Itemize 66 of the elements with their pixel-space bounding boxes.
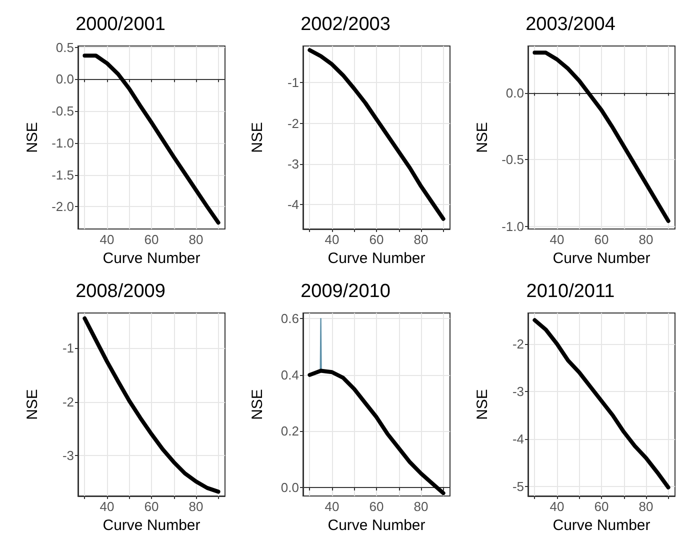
y-tick-label: 0.6 xyxy=(280,311,299,326)
x-tick-label: 80 xyxy=(414,232,428,247)
x-tick-label: 60 xyxy=(144,232,159,247)
y-tick-label: 0.0 xyxy=(280,480,299,496)
y-tick-label: -1 xyxy=(287,75,299,90)
x-tick-label: 80 xyxy=(638,499,654,514)
x-axis-title: Curve Number xyxy=(552,250,650,267)
chart-title: 2010/2011 xyxy=(526,281,615,302)
x-tick-label: 40 xyxy=(100,232,114,247)
y-axis-title: NSE xyxy=(249,389,266,420)
y-tick-label: 0.4 xyxy=(280,367,299,382)
y-tick-label: -3 xyxy=(287,156,299,172)
x-tick-label: 60 xyxy=(594,232,609,247)
chart-title: 2009/2010 xyxy=(300,281,390,302)
x-tick-label: 40 xyxy=(324,499,340,514)
y-tick-label: -4 xyxy=(512,431,524,446)
chart-title: 2000/2001 xyxy=(76,14,166,35)
x-axis-title: Curve Number xyxy=(328,250,426,267)
y-tick-label: -4 xyxy=(287,197,299,212)
line-series xyxy=(82,54,220,225)
line-series xyxy=(82,316,220,494)
y-tick-label: -2.0 xyxy=(52,199,74,214)
y-tick-label: -1.5 xyxy=(52,167,74,182)
y-tick-label: -0.5 xyxy=(52,104,74,119)
y-axis-title: NSE xyxy=(474,122,491,153)
y-axis-title: NSE xyxy=(474,389,491,420)
x-tick-label: 60 xyxy=(369,499,384,514)
y-tick-label: -1.0 xyxy=(502,218,524,234)
y-tick-label: -5 xyxy=(512,478,524,494)
x-tick-label: 80 xyxy=(638,232,654,247)
x-tick-label: 40 xyxy=(324,232,340,247)
x-axis-title: Curve Number xyxy=(552,516,650,534)
y-tick-label: -0.5 xyxy=(502,152,524,168)
chart-title: 2003/2004 xyxy=(526,14,616,35)
x-tick-label: 80 xyxy=(188,232,204,247)
chart-title: 2002/2003 xyxy=(300,14,390,35)
y-tick-label: -3 xyxy=(512,384,524,399)
y-tick-label: 0.2 xyxy=(280,424,299,439)
y-tick-label: -2 xyxy=(512,336,524,352)
x-axis-title: Curve Number xyxy=(102,516,200,534)
y-axis-title: NSE xyxy=(24,122,41,153)
line-series xyxy=(532,50,670,223)
x-tick-label: 60 xyxy=(594,499,609,514)
x-tick-label: 40 xyxy=(100,499,114,514)
y-tick-label: 0.0 xyxy=(56,72,74,87)
chart-title: 2008/2009 xyxy=(76,281,166,302)
y-tick-label: -2 xyxy=(62,394,74,410)
y-tick-label: -2 xyxy=(287,116,299,131)
x-axis-title: Curve Number xyxy=(102,250,200,267)
y-axis-title: NSE xyxy=(24,389,41,420)
x-tick-label: 60 xyxy=(144,499,159,514)
y-tick-label: 0.5 xyxy=(56,40,74,55)
x-tick-label: 40 xyxy=(550,499,564,514)
line-series xyxy=(532,318,670,490)
x-axis-title: Curve Number xyxy=(328,516,426,534)
y-tick-label: -3 xyxy=(62,448,74,464)
x-tick-label: 80 xyxy=(188,499,204,514)
y-tick-label: 0.0 xyxy=(506,85,524,100)
x-tick-label: 60 xyxy=(369,232,384,247)
line-series xyxy=(308,48,446,221)
line-series xyxy=(308,368,446,496)
x-tick-label: 80 xyxy=(414,499,428,514)
x-tick-label: 40 xyxy=(550,232,564,247)
y-tick-label: -1.0 xyxy=(52,135,74,150)
y-axis-title: NSE xyxy=(249,122,266,153)
y-tick-label: -1 xyxy=(62,340,74,356)
